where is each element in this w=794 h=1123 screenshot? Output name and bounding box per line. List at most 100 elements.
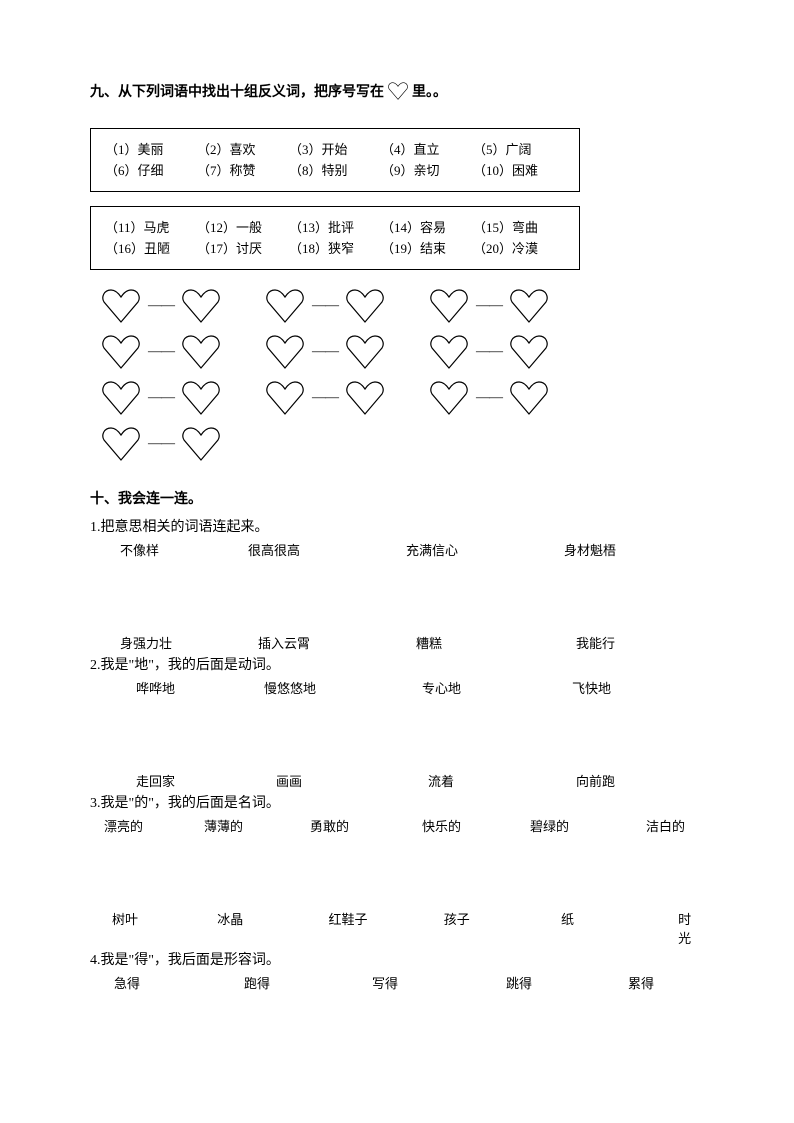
word-item: （18）狭窄	[289, 238, 381, 257]
dash: ——	[312, 390, 338, 406]
section9-title-prefix: 九、从下列词语中找出十组反义词，把序号写在	[90, 81, 384, 101]
match-item: 向前跑	[576, 771, 615, 790]
heart-icon	[98, 286, 144, 326]
word-item: （15）弯曲	[473, 217, 565, 236]
match-item: 勇敢的	[310, 816, 422, 835]
heart-icon	[386, 80, 410, 102]
heart-pair[interactable]: ——	[262, 378, 388, 418]
heart-icon	[262, 286, 308, 326]
heart-icon	[506, 332, 552, 372]
word-item: （20）冷漠	[473, 238, 565, 257]
heart-icon	[426, 378, 472, 418]
word-item: （11）马虎	[105, 217, 197, 236]
dash: ——	[476, 298, 502, 314]
match-item: 写得	[372, 973, 506, 992]
heart-pair[interactable]: ——	[98, 332, 224, 372]
word-item: （1）美丽	[105, 139, 197, 158]
match-item: 身强力壮	[120, 633, 258, 652]
dash: ——	[148, 390, 174, 406]
word-row: （6）仔细 （7）称赞 （8）特别 （9）亲切 （10）困难	[105, 160, 565, 179]
word-item: （14）容易	[381, 217, 473, 236]
word-box-1: （1）美丽 （2）喜欢 （3）开始 （4）直立 （5）广阔 （6）仔细 （7）称…	[90, 128, 580, 192]
word-item: （13）批评	[289, 217, 381, 236]
word-item: （17）讨厌	[197, 238, 289, 257]
match-item: 慢悠悠地	[264, 678, 422, 697]
heart-pair[interactable]: ——	[426, 332, 552, 372]
word-item: （8）特别	[289, 160, 381, 179]
word-item: （6）仔细	[105, 160, 197, 179]
heart-pair[interactable]: ——	[262, 332, 388, 372]
match-item: 我能行	[576, 633, 615, 652]
section10-title: 十、我会连一连。	[90, 488, 704, 508]
section9-title: 九、从下列词语中找出十组反义词，把序号写在 里。。	[90, 80, 704, 102]
match-item: 走回家	[136, 771, 276, 790]
heart-pair[interactable]: ——	[98, 424, 224, 464]
heart-icon	[342, 332, 388, 372]
heart-pair[interactable]: ——	[98, 286, 224, 326]
match-item: 跳得	[506, 973, 628, 992]
match-item: 急得	[114, 973, 244, 992]
match-item: 不像样	[120, 540, 248, 559]
section9-title-suffix: 里。。	[412, 81, 447, 101]
match-item: 哗哗地	[136, 678, 264, 697]
dash: ——	[148, 344, 174, 360]
heart-pair[interactable]: ——	[262, 286, 388, 326]
heart-icon	[426, 286, 472, 326]
match-item: 画画	[276, 771, 428, 790]
heart-pair[interactable]: ——	[426, 286, 552, 326]
match-item: 流着	[428, 771, 576, 790]
heart-icon	[178, 378, 224, 418]
dash: ——	[476, 390, 502, 406]
match-item: 累得	[628, 973, 654, 992]
heart-icon	[506, 286, 552, 326]
hearts-grid: —— —— —— —— —— ——	[98, 286, 704, 464]
word-row: （11）马虎 （12）一般 （13）批评 （14）容易 （15）弯曲	[105, 217, 565, 236]
match-item: 纸	[561, 909, 678, 947]
dash: ——	[312, 298, 338, 314]
heart-icon	[178, 424, 224, 464]
match-item: 很高很高	[248, 540, 406, 559]
word-item: （12）一般	[197, 217, 289, 236]
heart-pair[interactable]: ——	[98, 378, 224, 418]
match-item: 碧绿的	[530, 816, 646, 835]
match-item: 时光	[678, 909, 704, 947]
match-item: 飞快地	[572, 678, 611, 697]
sub2-title: 2.我是"地"，我的后面是动词。	[90, 654, 704, 674]
word-item: （2）喜欢	[197, 139, 289, 158]
heart-icon	[342, 378, 388, 418]
match-item: 糟糕	[416, 633, 576, 652]
match-item: 孩子	[444, 909, 561, 947]
match-item: 插入云霄	[258, 633, 416, 652]
match-item: 洁白的	[646, 816, 685, 835]
word-item: （16）丑陋	[105, 238, 197, 257]
heart-pair[interactable]: ——	[426, 378, 552, 418]
match-item: 冰晶	[217, 909, 328, 947]
match-item: 薄薄的	[204, 816, 310, 835]
word-item: （7）称赞	[197, 160, 289, 179]
sub1-title: 1.把意思相关的词语连起来。	[90, 516, 704, 536]
word-item: （10）困难	[473, 160, 565, 179]
word-box-2: （11）马虎 （12）一般 （13）批评 （14）容易 （15）弯曲 （16）丑…	[90, 206, 580, 270]
heart-icon	[506, 378, 552, 418]
heart-icon	[262, 378, 308, 418]
match-item: 快乐的	[422, 816, 530, 835]
word-row: （1）美丽 （2）喜欢 （3）开始 （4）直立 （5）广阔	[105, 139, 565, 158]
heart-icon	[98, 332, 144, 372]
match-item: 充满信心	[406, 540, 564, 559]
heart-icon	[426, 332, 472, 372]
heart-icon	[98, 424, 144, 464]
sub4-title: 4.我是"得"，我后面是形容词。	[90, 949, 704, 969]
match-item: 跑得	[244, 973, 372, 992]
word-item: （19）结束	[381, 238, 473, 257]
match-item: 漂亮的	[104, 816, 204, 835]
sub3-title: 3.我是"的"，我的后面是名词。	[90, 792, 704, 812]
dash: ——	[312, 344, 338, 360]
dash: ——	[148, 298, 174, 314]
word-item: （4）直立	[381, 139, 473, 158]
word-item: （3）开始	[289, 139, 381, 158]
word-row: （16）丑陋 （17）讨厌 （18）狭窄 （19）结束 （20）冷漠	[105, 238, 565, 257]
match-item: 树叶	[112, 909, 217, 947]
heart-icon	[178, 286, 224, 326]
word-item: （5）广阔	[473, 139, 565, 158]
heart-icon	[178, 332, 224, 372]
